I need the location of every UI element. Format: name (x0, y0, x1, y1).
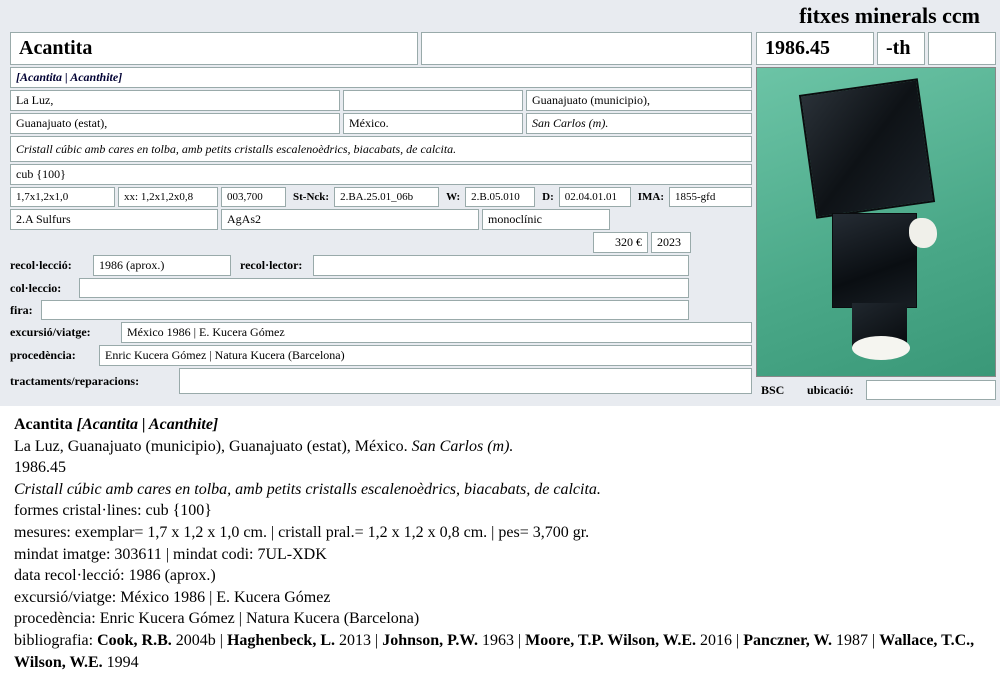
form-right-column: 1986.45 -th BSC ubicació: (756, 32, 996, 402)
ima-field[interactable]: 1855-gfd (669, 187, 752, 207)
recollector-label: recol·lector: (234, 255, 310, 276)
d-label: D: (538, 187, 556, 207)
summary-forms-label: formes cristal·lines: (14, 502, 142, 519)
summary-mindat-label: mindat imatge: (14, 546, 110, 563)
formula-field[interactable]: AgAs2 (221, 209, 479, 230)
form-left-column: Acantita [Acantita | Acanthite] La Luz, … (10, 32, 752, 402)
summary-mindatcode: 7UL-XDK (257, 546, 326, 563)
biblio-year: 2004b (176, 632, 216, 649)
summary-forms: cub {100} (146, 502, 212, 519)
class-name[interactable]: 2.A Sulfurs (10, 209, 218, 230)
forms-field[interactable]: cub {100} (10, 164, 752, 185)
price-field[interactable]: 320 € (593, 232, 648, 253)
summary-mindatcode-label: mindat codi: (173, 546, 253, 563)
specimen-image[interactable] (756, 67, 996, 377)
ubicacio-field[interactable] (866, 380, 996, 400)
d-field[interactable]: 02.04.01.01 (559, 187, 631, 207)
summary-text: Acantita [Acantita | Acanthite] La Luz, … (0, 406, 1000, 683)
biblio-year: 1994 (107, 654, 139, 671)
locality-blank1[interactable] (343, 90, 523, 111)
specimen-size[interactable]: 1,7x1,2x1,0 (10, 187, 115, 207)
specimen-number[interactable]: 1986.45 (756, 32, 874, 65)
summary-number: 1986.45 (14, 457, 990, 479)
biblio-author: Panczner, W. (743, 632, 832, 649)
summary-locality-line: La Luz, Guanajuato (municipio), Guanajua… (14, 436, 990, 458)
colleccio-label: col·leccio: (10, 278, 76, 298)
biblio-author: Johnson, P.W. (382, 632, 478, 649)
bsc-label: BSC (756, 380, 804, 400)
w-field[interactable]: 2.B.05.010 (465, 187, 535, 207)
recollector-field[interactable] (313, 255, 689, 276)
ubicacio-label: ubicació: (807, 380, 863, 400)
summary-proc-line: procedència: Enric Kucera Gómez | Natura… (14, 608, 990, 630)
biblio-year: 2016 (700, 632, 732, 649)
suffix-field[interactable]: -th (877, 32, 925, 65)
summary-biblio-line: bibliografia: Cook, R.B. 2004b | Haghenb… (14, 630, 990, 673)
spacer-field (421, 32, 752, 65)
biblio-author: Moore, T.P. Wilson, W.E. (525, 632, 696, 649)
tractaments-label: tractaments/reparacions: (10, 368, 176, 394)
summary-mindat-img: 303611 (114, 546, 161, 563)
header-strip: fitxes minerals ccm (0, 0, 1000, 32)
app-title: fitxes minerals ccm (799, 3, 980, 29)
locality-state[interactable]: Guanajuato (estat), (10, 113, 340, 134)
summary-measures: exemplar= 1,7 x 1,2 x 1,0 cm. | cristall… (75, 524, 589, 541)
locality-mine[interactable]: San Carlos (m). (526, 113, 752, 134)
summary-excursio-line: excursió/viatge: México 1986 | E. Kucera… (14, 587, 990, 609)
summary-date: 1986 (aprox.) (129, 567, 216, 584)
form-area: Acantita [Acantita | Acanthite] La Luz, … (0, 32, 1000, 406)
biblio-year: 2013 (339, 632, 371, 649)
summary-mine: San Carlos (m). (412, 438, 514, 455)
biblio-year: 1987 (836, 632, 868, 649)
recolleccio-label: recol·lecció: (10, 255, 90, 276)
summary-description: Cristall cúbic amb cares en tolba, amb p… (14, 479, 990, 501)
procedencia-field[interactable]: Enric Kucera Gómez | Natura Kucera (Barc… (99, 345, 752, 366)
system-field[interactable]: monoclínic (482, 209, 610, 230)
price-year-field[interactable]: 2023 (651, 232, 691, 253)
locality-municipality[interactable]: Guanajuato (municipio), (526, 90, 752, 111)
summary-forms-line: formes cristal·lines: cub {100} (14, 500, 990, 522)
weight-field[interactable]: 003,700 (221, 187, 286, 207)
biblio-author: Haghenbeck, L. (227, 632, 335, 649)
synonyms-field[interactable]: [Acantita | Acanthite] (10, 67, 752, 88)
biblio-author: Cook, R.B. (97, 632, 172, 649)
summary-date-label: data recol·lecció: (14, 567, 125, 584)
stnck-label: St-Nck: (289, 187, 331, 207)
summary-excursio: México 1986 | E. Kucera Gómez (120, 589, 330, 606)
colleccio-field[interactable] (79, 278, 689, 298)
recolleccio-field[interactable]: 1986 (aprox.) (93, 255, 231, 276)
procedencia-label: procedència: (10, 345, 96, 366)
excursio-label: excursió/viatge: (10, 322, 118, 343)
summary-date-line: data recol·lecció: 1986 (aprox.) (14, 565, 990, 587)
mineral-name-field[interactable]: Acantita (10, 32, 418, 65)
fira-label: fira: (10, 300, 38, 320)
fira-field[interactable] (41, 300, 689, 320)
stnck-field[interactable]: 2.BA.25.01_06b (334, 187, 439, 207)
description-field[interactable]: Cristall cúbic amb cares en tolba, amb p… (10, 136, 752, 162)
ima-label: IMA: (634, 187, 666, 207)
summary-mindat-line: mindat imatge: 303611 | mindat codi: 7UL… (14, 544, 990, 566)
summary-title: Acantita (14, 416, 73, 433)
summary-measures-label: mesures: (14, 524, 71, 541)
tractaments-field[interactable] (179, 368, 752, 394)
excursio-field[interactable]: México 1986 | E. Kucera Gómez (121, 322, 752, 343)
summary-title-line: Acantita [Acantita | Acanthite] (14, 414, 990, 436)
locality-country[interactable]: México. (343, 113, 523, 134)
summary-measures-line: mesures: exemplar= 1,7 x 1,2 x 1,0 cm. |… (14, 522, 990, 544)
summary-synonyms: [Acantita | Acanthite] (77, 416, 219, 433)
summary-biblio-label: bibliografia: (14, 632, 93, 649)
summary-excursio-label: excursió/viatge: (14, 589, 116, 606)
locality-town[interactable]: La Luz, (10, 90, 340, 111)
num-blank[interactable] (928, 32, 996, 65)
main-crystal-size[interactable]: xx: 1,2x1,2x0,8 (118, 187, 218, 207)
summary-proc-label: procedència: (14, 610, 96, 627)
biblio-year: 1963 (482, 632, 514, 649)
summary-proc: Enric Kucera Gómez | Natura Kucera (Barc… (100, 610, 419, 627)
summary-locality: La Luz, Guanajuato (municipio), Guanajua… (14, 438, 408, 455)
w-label: W: (442, 187, 462, 207)
